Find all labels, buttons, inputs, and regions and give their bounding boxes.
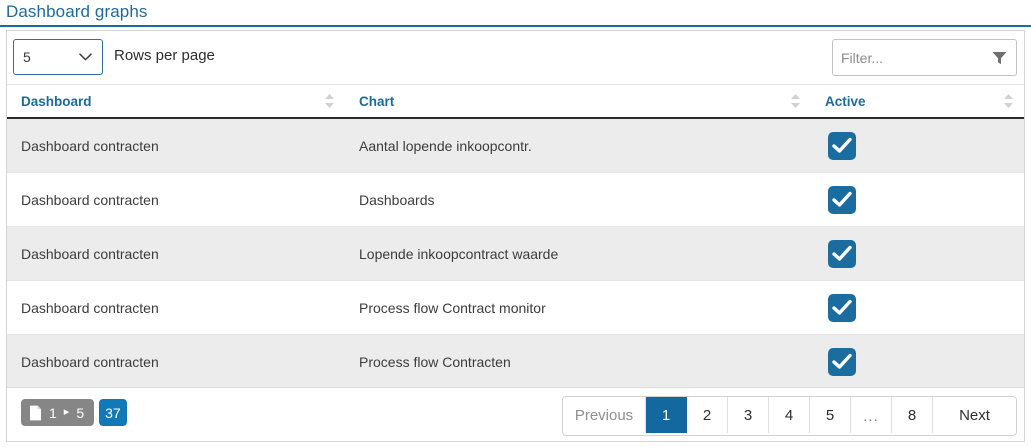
cell-chart: Aantal lopende inkoopcontr. [345, 118, 811, 173]
page-title: Dashboard graphs [6, 2, 148, 21]
table-header-row: Dashboard Chart [7, 84, 1024, 119]
active-checkbox[interactable] [828, 239, 856, 268]
column-header-active[interactable]: Active [811, 84, 1024, 119]
check-icon [832, 137, 852, 153]
check-icon [832, 353, 852, 369]
pagination-page-5[interactable]: 5 [810, 397, 851, 433]
pagination-page-4[interactable]: 4 [769, 397, 810, 433]
cell-dashboard: Dashboard contracten [7, 280, 345, 335]
record-range-to: 5 [76, 404, 85, 421]
cell-active [811, 334, 1024, 389]
cell-chart: Process flow Contracten [345, 334, 811, 389]
rows-per-page-label: Rows per page [114, 47, 215, 64]
table-panel: 5 Rows per page [6, 30, 1025, 442]
filter-funnel-icon[interactable] [992, 51, 1007, 65]
filter-field[interactable] [832, 39, 1017, 76]
cell-dashboard: Dashboard contracten [7, 334, 345, 389]
cell-dashboard: Dashboard contracten [7, 172, 345, 227]
active-checkbox[interactable] [828, 185, 856, 214]
column-header-chart[interactable]: Chart [345, 84, 811, 119]
cell-chart: Dashboards [345, 172, 811, 227]
pagination-page-3[interactable]: 3 [728, 397, 769, 433]
active-checkbox[interactable] [828, 293, 856, 322]
check-icon [832, 191, 852, 207]
cell-active [811, 226, 1024, 281]
pagination-previous[interactable]: Previous [563, 397, 646, 433]
pagination-ellipsis: ... [851, 397, 892, 433]
sort-icon[interactable] [790, 93, 801, 109]
column-header-dashboard[interactable]: Dashboard [7, 84, 345, 119]
cell-dashboard: Dashboard contracten [7, 118, 345, 173]
filter-input[interactable] [833, 40, 988, 75]
pagination: Previous 1 2 3 4 5 ... 8 Next [562, 396, 1017, 436]
range-arrow-icon: ▸ [63, 406, 70, 418]
check-icon [832, 245, 852, 261]
active-checkbox[interactable] [828, 347, 856, 376]
table-row[interactable]: Dashboard contracten Lopende inkoopcontr… [7, 226, 1024, 281]
active-checkbox[interactable] [828, 131, 856, 160]
table-row[interactable]: Dashboard contracten Process flow Contra… [7, 334, 1024, 389]
check-icon [832, 299, 852, 315]
pagination-next[interactable]: Next [933, 397, 1016, 433]
table-body: Dashboard contracten Aantal lopende inko… [7, 118, 1024, 389]
rows-per-page-select-box[interactable]: 5 [13, 39, 103, 75]
rows-per-page-value: 5 [23, 49, 31, 65]
document-icon [30, 405, 41, 420]
table-footer: 1 ▸ 5 37 Previous 1 2 3 4 5 ... 8 Next [7, 387, 1024, 441]
column-header-chart-label: Chart [359, 93, 395, 109]
cell-active [811, 172, 1024, 227]
chevron-down-icon [79, 53, 92, 61]
cell-active [811, 280, 1024, 335]
dashboard-graphs-table: Dashboard Chart [7, 84, 1024, 389]
column-header-dashboard-label: Dashboard [21, 93, 92, 109]
cell-chart: Process flow Contract monitor [345, 280, 811, 335]
pagination-page-last[interactable]: 8 [892, 397, 933, 433]
table-row[interactable]: Dashboard contracten Process flow Contra… [7, 280, 1024, 335]
rows-per-page-select[interactable]: 5 [13, 39, 103, 75]
table-toolbar: 5 Rows per page [7, 31, 1024, 84]
table-row[interactable]: Dashboard contracten Aantal lopende inko… [7, 118, 1024, 173]
title-underline [0, 25, 1031, 27]
sort-icon[interactable] [1003, 93, 1014, 109]
sort-icon[interactable] [324, 93, 335, 109]
pagination-page-2[interactable]: 2 [687, 397, 728, 433]
column-header-active-label: Active [825, 93, 866, 109]
record-range-from: 1 [49, 404, 57, 421]
cell-dashboard: Dashboard contracten [7, 226, 345, 281]
cell-active [811, 118, 1024, 173]
pagination-page-1[interactable]: 1 [646, 397, 687, 433]
cell-chart: Lopende inkoopcontract waarde [345, 226, 811, 281]
record-range-badge: 1 ▸ 5 [21, 399, 95, 426]
record-count-group: 1 ▸ 5 37 [21, 399, 127, 426]
record-total-badge: 37 [99, 399, 127, 426]
table-row[interactable]: Dashboard contracten Dashboards [7, 172, 1024, 227]
